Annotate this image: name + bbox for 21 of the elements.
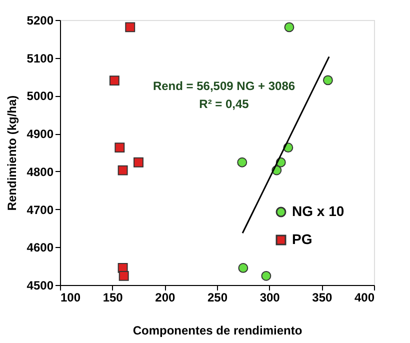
- x-tick-label: 400: [354, 290, 375, 304]
- x-tick-label: 300: [260, 290, 280, 304]
- x-tick-label: 350: [312, 290, 332, 304]
- x-tick-label: 150: [102, 290, 124, 304]
- y-tick-label: 5200: [26, 14, 54, 28]
- y-tick-label: 5100: [26, 51, 54, 66]
- legend-label: PG: [292, 231, 312, 247]
- legend-label: NG x 10: [292, 203, 344, 219]
- y-tick-label: 4800: [26, 164, 54, 179]
- y-tick-label: 5000: [26, 89, 54, 104]
- y-axis-title: Rendimiento (kg/ha): [4, 95, 19, 211]
- y-tick-label: 4700: [26, 202, 54, 217]
- x-tick-label: 250: [207, 290, 228, 304]
- x-axis-title: Componentes de rendimiento: [132, 324, 302, 338]
- y-tick-label: 4900: [26, 127, 54, 142]
- annotation: R² = 0,45: [199, 97, 250, 111]
- y-tick-label: 4500: [26, 278, 54, 292]
- x-tick-label: 200: [155, 290, 176, 304]
- y-tick-label: 4600: [26, 240, 54, 255]
- x-tick-label: 100: [60, 290, 81, 304]
- annotation: Rend = 56,509 NG + 3086: [152, 79, 296, 93]
